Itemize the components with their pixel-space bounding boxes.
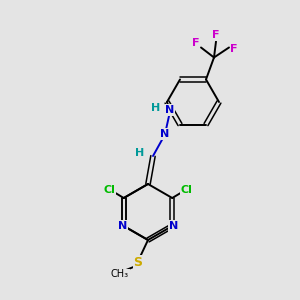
Text: N: N — [165, 105, 175, 115]
Text: H: H — [152, 103, 160, 113]
Text: Cl: Cl — [104, 185, 116, 195]
Text: N: N — [160, 129, 169, 139]
Text: CH₃: CH₃ — [111, 269, 129, 279]
Text: F: F — [192, 38, 200, 49]
Text: S: S — [134, 256, 142, 268]
Text: F: F — [212, 31, 220, 40]
Text: H: H — [135, 148, 145, 158]
Text: N: N — [169, 221, 178, 231]
Text: Cl: Cl — [180, 185, 192, 195]
Text: F: F — [230, 44, 238, 55]
Text: N: N — [118, 221, 128, 231]
